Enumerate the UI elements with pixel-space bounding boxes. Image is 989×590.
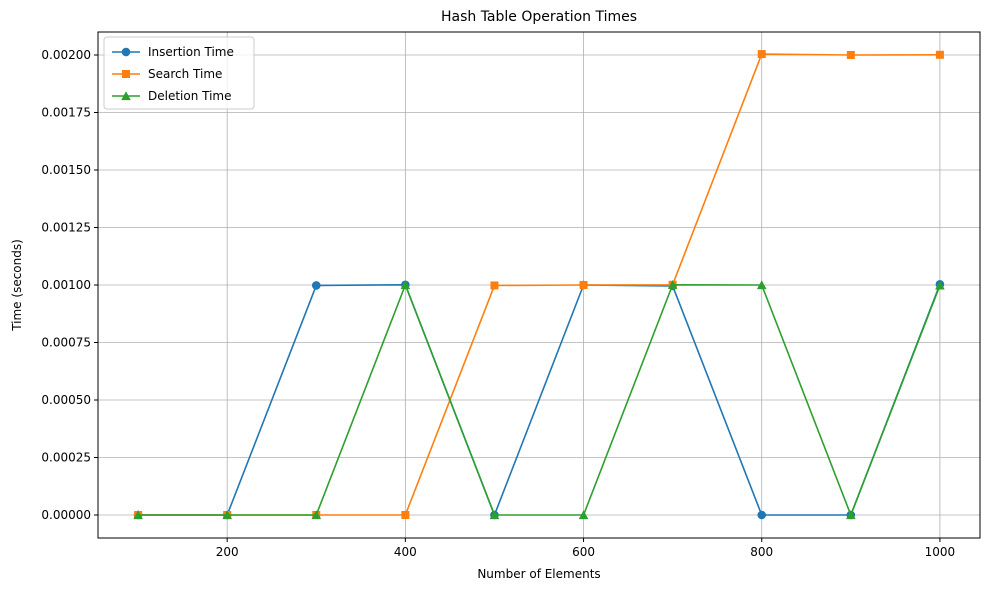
legend-label: Insertion Time (148, 45, 234, 59)
data-point (400, 280, 411, 290)
data-point (935, 50, 944, 59)
legend-entry: Search Time (112, 67, 222, 81)
data-point (757, 50, 766, 59)
legend-entry: Insertion Time (112, 45, 234, 59)
legend-label: Search Time (148, 67, 222, 81)
data-point (311, 281, 321, 290)
series-deletion-time (133, 279, 945, 520)
data-point (846, 510, 856, 520)
y-tick-label: 0.00200 (41, 48, 91, 62)
legend-entry: Deletion Time (112, 89, 232, 103)
series-line (138, 283, 941, 516)
y-tick-label: 0.00075 (41, 336, 91, 350)
legend: Insertion Time Search Time Deletion Time (103, 36, 255, 110)
legend-marker (121, 91, 131, 101)
data-point (222, 510, 232, 520)
data-point (757, 510, 767, 520)
series-line (138, 283, 941, 516)
chart-title: Hash Table Operation Times (441, 9, 637, 25)
y-tick-label: 0.00125 (41, 221, 91, 235)
data-point (401, 511, 410, 519)
y-axis-label: Time (seconds) (10, 239, 24, 332)
data-point (756, 280, 767, 290)
y-tick-label: 0.00175 (41, 106, 91, 120)
legend-box (103, 36, 255, 110)
x-tick-label: 800 (750, 545, 773, 559)
y-tick-label: 0.00150 (41, 163, 91, 177)
data-point (578, 510, 589, 520)
y-tick-label: 0.00025 (41, 451, 91, 465)
y-tick-label: 0.00050 (41, 393, 91, 407)
x-tick-label: 200 (216, 545, 239, 559)
x-tick-label: 1000 (925, 545, 956, 559)
y-tick-label: 0.00100 (41, 278, 91, 292)
y-tick-label: 0.00000 (41, 508, 91, 522)
series-layer (133, 50, 945, 520)
x-tick-label: 600 (572, 545, 595, 559)
legend-label: Deletion Time (148, 89, 232, 103)
data-point (490, 281, 499, 290)
x-axis-label: Number of Elements (477, 567, 600, 581)
data-point (579, 281, 588, 289)
data-point (846, 51, 855, 59)
data-point (667, 279, 678, 289)
data-point (935, 280, 945, 290)
legend-marker (122, 70, 130, 78)
data-point (489, 510, 500, 520)
x-tick-label: 400 (394, 545, 417, 559)
x-axis: 200 400 600 800 1000 (216, 538, 955, 559)
y-axis: 0.00000 0.00025 0.00050 0.00075 0.00100 0.001… (41, 48, 98, 522)
data-point (133, 510, 143, 520)
data-point (311, 510, 322, 520)
legend-marker (121, 47, 131, 57)
